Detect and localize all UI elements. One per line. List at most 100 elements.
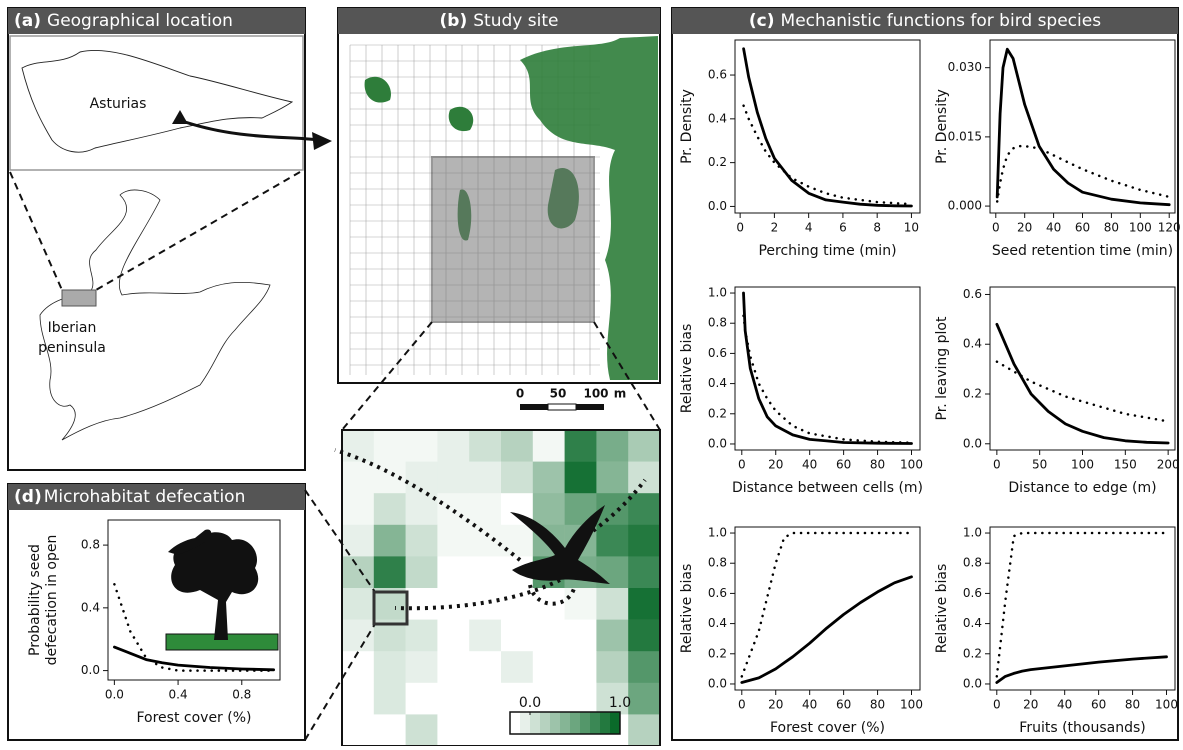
heat-cell — [406, 556, 438, 588]
scale-label: 0 — [516, 387, 524, 401]
y-tick-label: 1.0 — [963, 526, 982, 540]
panel-title: Geographical location — [47, 11, 233, 31]
x-tick-label: 40 — [802, 458, 817, 472]
x-tick-label: 80 — [1125, 698, 1140, 712]
heat-cell — [406, 493, 438, 525]
x-tick-label: 120 — [1158, 221, 1181, 235]
heat-cell — [437, 430, 469, 462]
y-tick-label: 0.0 — [708, 676, 727, 690]
solid-curve — [997, 657, 1167, 683]
arrow — [185, 122, 318, 140]
heat-cell — [565, 430, 597, 462]
plot-frame — [990, 40, 1175, 213]
y-tick-label: 0.0 — [81, 663, 100, 677]
heat-cell — [628, 651, 660, 683]
heat-cell — [437, 462, 469, 494]
heat-cell — [501, 525, 533, 557]
heat-cell — [628, 556, 660, 588]
heat-cell — [469, 683, 501, 715]
heat-cell — [628, 462, 660, 494]
x-tick-label: 100 — [900, 458, 923, 472]
plot-frame — [735, 287, 920, 450]
heat-cell — [374, 430, 406, 462]
scale-bar — [576, 404, 604, 410]
heat-cell — [469, 525, 501, 557]
x-tick-label: 0 — [738, 458, 746, 472]
y-tick-label: 0.0 — [963, 436, 982, 450]
heat-cell — [342, 620, 374, 652]
plot-frame — [735, 527, 920, 690]
colorbar-step — [520, 712, 530, 734]
heat-cell — [374, 493, 406, 525]
heat-cell — [533, 493, 565, 525]
heat-cell — [533, 620, 565, 652]
dotted-curve — [744, 106, 912, 205]
x-tick-label: 150 — [1114, 458, 1137, 472]
heat-cell — [342, 493, 374, 525]
heat-cell — [437, 556, 469, 588]
x-axis-label: Distance between cells (m) — [732, 480, 923, 496]
region-label: Asturias — [90, 96, 147, 112]
y-tick-label: 0.030 — [948, 60, 982, 74]
heat-cell — [374, 714, 406, 746]
scale-bar — [548, 404, 576, 410]
x-tick-label: 60 — [1091, 698, 1106, 712]
y-tick-label: 0.2 — [963, 387, 982, 401]
x-tick-label: 80 — [870, 698, 885, 712]
y-tick-label: 0.8 — [708, 316, 727, 330]
heat-cell — [596, 556, 628, 588]
solid-curve — [997, 324, 1168, 443]
x-tick-label: 8 — [873, 221, 881, 235]
panel-d-heading: (d)Microhabitat defecation — [14, 487, 245, 507]
heat-cell — [406, 525, 438, 557]
heat-cell — [628, 588, 660, 620]
y-tick-label: 0.6 — [963, 287, 982, 301]
country-label: peninsula — [38, 340, 106, 356]
heat-cell — [469, 556, 501, 588]
colorbar-step — [570, 712, 580, 734]
heat-cell — [342, 651, 374, 683]
heat-cell — [501, 620, 533, 652]
heat-cell — [437, 714, 469, 746]
panel-b-heading: (b)Study site — [440, 11, 559, 31]
colorbar-label: 0.0 — [519, 695, 541, 711]
x-tick-label: 2 — [771, 221, 779, 235]
x-axis-label: Perching time (min) — [758, 243, 896, 259]
heat-cell — [406, 588, 438, 620]
heat-cell — [342, 714, 374, 746]
zoom-line — [10, 172, 62, 290]
x-tick-label: 0 — [993, 458, 1001, 472]
country-label: Iberian — [48, 320, 97, 336]
y-tick-label: 0.4 — [708, 376, 727, 390]
solid-curve — [114, 647, 273, 670]
panel-title: Study site — [473, 11, 558, 31]
x-tick-label: 20 — [768, 698, 783, 712]
x-tick-label: 40 — [802, 698, 817, 712]
heat-cell — [469, 651, 501, 683]
y-tick-label: 0.6 — [708, 68, 727, 82]
heat-cell — [342, 588, 374, 620]
x-tick-label: 0 — [992, 221, 1000, 235]
heat-cell — [342, 462, 374, 494]
x-tick-label: 0 — [993, 698, 1001, 712]
heat-cell — [596, 525, 628, 557]
x-tick-label: 50 — [1032, 458, 1047, 472]
y-tick-label: 0.2 — [708, 155, 727, 169]
x-tick-label: 60 — [1075, 221, 1090, 235]
heat-cell — [596, 430, 628, 462]
y-tick-label: 0.6 — [708, 586, 727, 600]
heat-cell — [501, 462, 533, 494]
x-tick-label: 100 — [1155, 698, 1178, 712]
heat-cell — [374, 525, 406, 557]
heat-cell — [406, 714, 438, 746]
panel-a-heading: (a)Geographical location — [14, 11, 233, 31]
heat-cell — [628, 525, 660, 557]
y-tick-label: 0.000 — [948, 199, 982, 213]
heat-cell — [565, 620, 597, 652]
colorbar-step — [530, 712, 540, 734]
y-axis-label: Pr. leaving plot — [934, 316, 950, 420]
solid-curve — [997, 49, 1169, 205]
x-axis-label: Seed retention time (min) — [992, 243, 1173, 259]
x-tick-label: 100 — [1129, 221, 1152, 235]
dotted-curve — [742, 533, 912, 676]
